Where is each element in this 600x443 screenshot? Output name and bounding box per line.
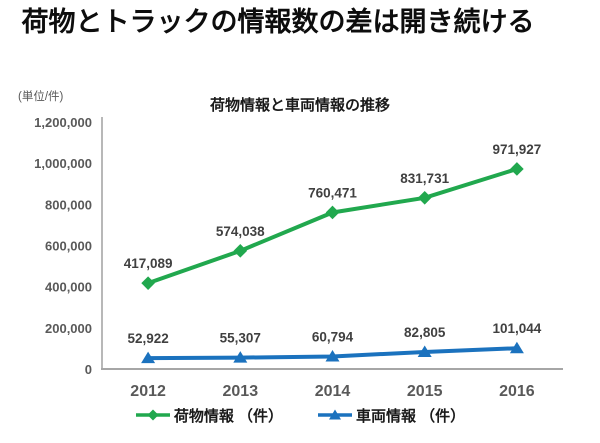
legend-label-cargo: 荷物情報 （件） [173, 407, 283, 425]
y-tick-label: 600,000 [45, 239, 92, 254]
data-label: 101,044 [492, 321, 541, 336]
y-axis-tick-labels: 0 200,000 400,000 600,000 800,000 1,000,000 1,… [34, 115, 92, 377]
triangle-marker-icon [509, 341, 524, 354]
data-label: 417,089 [124, 256, 173, 271]
triangle-marker-icon [417, 345, 432, 357]
y-tick-label: 400,000 [45, 280, 92, 295]
data-label: 55,307 [220, 331, 261, 346]
chart-legend: 荷物情報 （件） 車両情報 （件） [0, 401, 600, 429]
x-tick-label: 2014 [315, 383, 351, 400]
data-label: 82,805 [404, 325, 446, 340]
x-tick-label: 2016 [499, 383, 535, 400]
x-tick-label: 2013 [223, 383, 259, 400]
chart-title: 荷物情報と車両情報の推移 [209, 97, 390, 114]
diamond-marker-icon [141, 276, 155, 290]
diamond-marker-icon [510, 162, 524, 176]
y-tick-label: 200,000 [45, 321, 92, 336]
vehicle-series: 52,922 55,307 60,794 82,805 101,044 [127, 321, 542, 364]
page-title: 荷物とトラックの情報数の差は開き続ける [21, 7, 535, 37]
triangle-marker-icon [325, 349, 340, 362]
y-tick-label: 800,000 [45, 197, 92, 212]
y-tick-label: 1,000,000 [34, 156, 92, 171]
y-tick-label: 0 [85, 362, 92, 377]
diamond-marker-icon [417, 191, 432, 205]
legend-item-vehicle: 車両情報 （件） [317, 405, 465, 426]
x-axis-tick-labels: 2012 2013 2014 2015 2016 [130, 383, 534, 400]
y-tick-label: 1,200,000 [34, 115, 92, 130]
triangle-marker-icon [141, 351, 156, 364]
data-label: 52,922 [127, 331, 168, 346]
triangle-marker-icon [233, 351, 248, 363]
data-label: 760,471 [308, 185, 357, 200]
vehicle-series-swatch-icon [318, 409, 352, 420]
x-tick-label: 2012 [130, 383, 166, 400]
cargo-series-swatch-icon [135, 409, 170, 421]
x-tick-label: 2015 [407, 383, 443, 400]
y-axis-unit-label: (単位/件) [18, 91, 64, 103]
data-label: 574,038 [216, 224, 265, 239]
diamond-marker-icon [325, 205, 340, 220]
data-label: 831,731 [400, 171, 449, 186]
legend-item-cargo: 荷物情報 （件） [135, 405, 283, 426]
legend-label-vehicle: 車両情報 （件） [356, 407, 466, 425]
cargo-series: 417,089 574,038 760,471 831,731 971,927 [124, 142, 541, 290]
data-label: 60,794 [312, 329, 354, 344]
data-label: 971,927 [492, 142, 541, 157]
diamond-marker-icon [233, 244, 248, 258]
